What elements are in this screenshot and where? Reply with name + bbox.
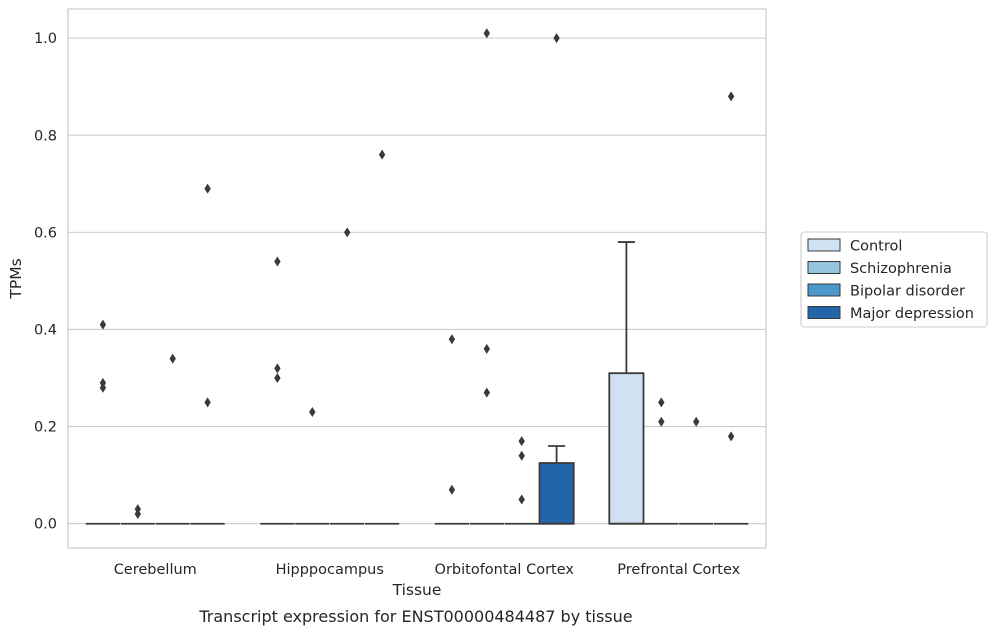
y-tick-label: 0.2 [34, 420, 57, 436]
outlier-point [99, 382, 107, 393]
outlier-point [99, 319, 107, 330]
outlier-point [518, 450, 525, 461]
grid-lines [68, 37, 766, 525]
outlier-point [204, 397, 211, 408]
outlier-point [448, 334, 456, 345]
legend-label: Schizophrenia [850, 261, 952, 277]
outlier-point [309, 407, 316, 418]
outlier-point [727, 431, 735, 442]
outlier-point [378, 149, 386, 160]
plot-area-frame [67, 8, 767, 549]
legend-label: Major depression [850, 306, 974, 322]
box-rect [538, 462, 575, 525]
outlier-point [134, 509, 141, 520]
legend-swatch [807, 261, 841, 274]
outlier-point [483, 343, 490, 354]
chart-caption: Transcript expression for ENST0000048448… [198, 607, 632, 626]
y-tick-label: 0.0 [34, 517, 57, 533]
y-axis-ticks: 0.0 0.2 0.4 0.6 0.8 1.0 [34, 31, 57, 533]
x-axis-ticks: Cerebellum Hipppocampus Orbitofontal Corte… [114, 562, 741, 578]
y-tick-label: 1.0 [34, 31, 57, 47]
outlier-point [274, 363, 281, 374]
outlier-point [693, 416, 700, 427]
outlier-point [274, 256, 281, 267]
outlier-point [483, 28, 490, 39]
x-axis-label: Tissue [392, 581, 442, 599]
y-axis-label: TPMs [7, 258, 25, 299]
box-group [85, 241, 749, 525]
outlier-group [99, 28, 735, 520]
y-tick-label: 0.6 [34, 225, 57, 241]
x-tick-label: Cerebellum [114, 562, 197, 578]
outlier-point [483, 387, 490, 398]
outlier-point [727, 91, 735, 102]
outlier-point [204, 183, 211, 194]
outlier-point [658, 397, 665, 408]
legend-label: Control [850, 239, 902, 255]
outlier-point [344, 227, 351, 238]
outlier-point [448, 484, 456, 495]
legend: Control Schizophrenia Bipolar disorder Majo… [800, 231, 988, 328]
x-tick-label: Orbitofontal Cortex [435, 562, 575, 578]
y-tick-label: 0.8 [34, 128, 57, 144]
outlier-point [169, 353, 176, 364]
legend-swatch [807, 238, 841, 252]
outlier-point [518, 436, 525, 447]
box-rect [608, 372, 645, 525]
legend-frame [800, 231, 988, 328]
outlier-point [553, 33, 560, 44]
outlier-point [518, 494, 525, 505]
legend-label: Bipolar disorder [850, 284, 965, 300]
x-tick-label: Hipppocampus [276, 562, 384, 578]
legend-swatch [807, 283, 841, 297]
x-tick-label: Prefrontal Cortex [617, 562, 740, 578]
outlier-point [658, 416, 665, 427]
outlier-point [274, 373, 281, 384]
y-tick-label: 0.4 [34, 322, 57, 338]
legend-swatch [807, 306, 841, 319]
